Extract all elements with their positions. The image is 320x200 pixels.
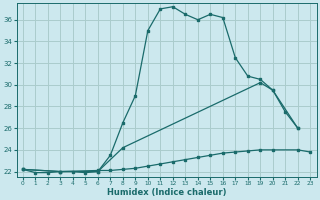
X-axis label: Humidex (Indice chaleur): Humidex (Indice chaleur) [107, 188, 226, 197]
